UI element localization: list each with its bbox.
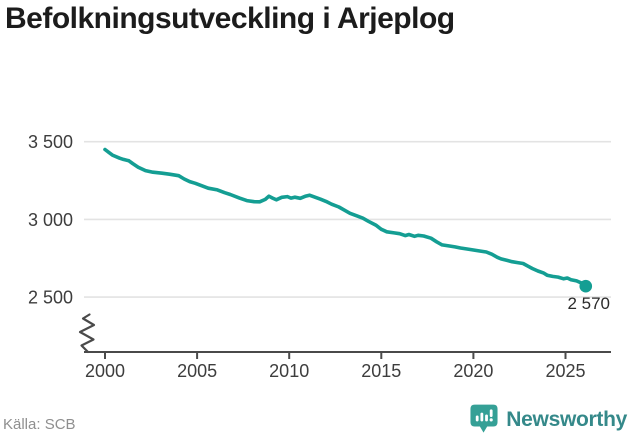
x-tick-label: 2020 [453,361,493,381]
population-line [103,147,588,289]
page-title: Befolkningsutveckling i Arjeplog [5,2,455,35]
end-point-dot [579,279,593,293]
y-tick-label: 3 000 [28,210,73,230]
axis-break-icon [78,313,96,354]
x-tick-label: 2010 [269,361,309,381]
x-tick-label: 2005 [177,361,217,381]
end-value-label: 2 570 [567,294,610,313]
x-tick-label: 2000 [85,361,125,381]
gridlines [84,140,611,298]
data-series [103,147,593,293]
badge-bars [476,409,494,422]
axis-ticks: 3 500 3 000 2 500 2000 2005 2010 2015 2020 2025 [28,132,586,381]
newsworthy-badge-icon [470,404,498,433]
source-credit: Källa: SCB [3,416,76,433]
newsworthy-logo: Newsworthy [470,404,627,435]
brand-wordmark: Newsworthy [506,407,627,431]
y-tick-label: 3 500 [28,132,73,152]
y-tick-label: 2 500 [28,288,73,308]
x-tick-label: 2025 [545,361,585,381]
x-tick-label: 2015 [361,361,401,381]
x-axis [78,313,611,354]
badge-shape [470,404,498,433]
